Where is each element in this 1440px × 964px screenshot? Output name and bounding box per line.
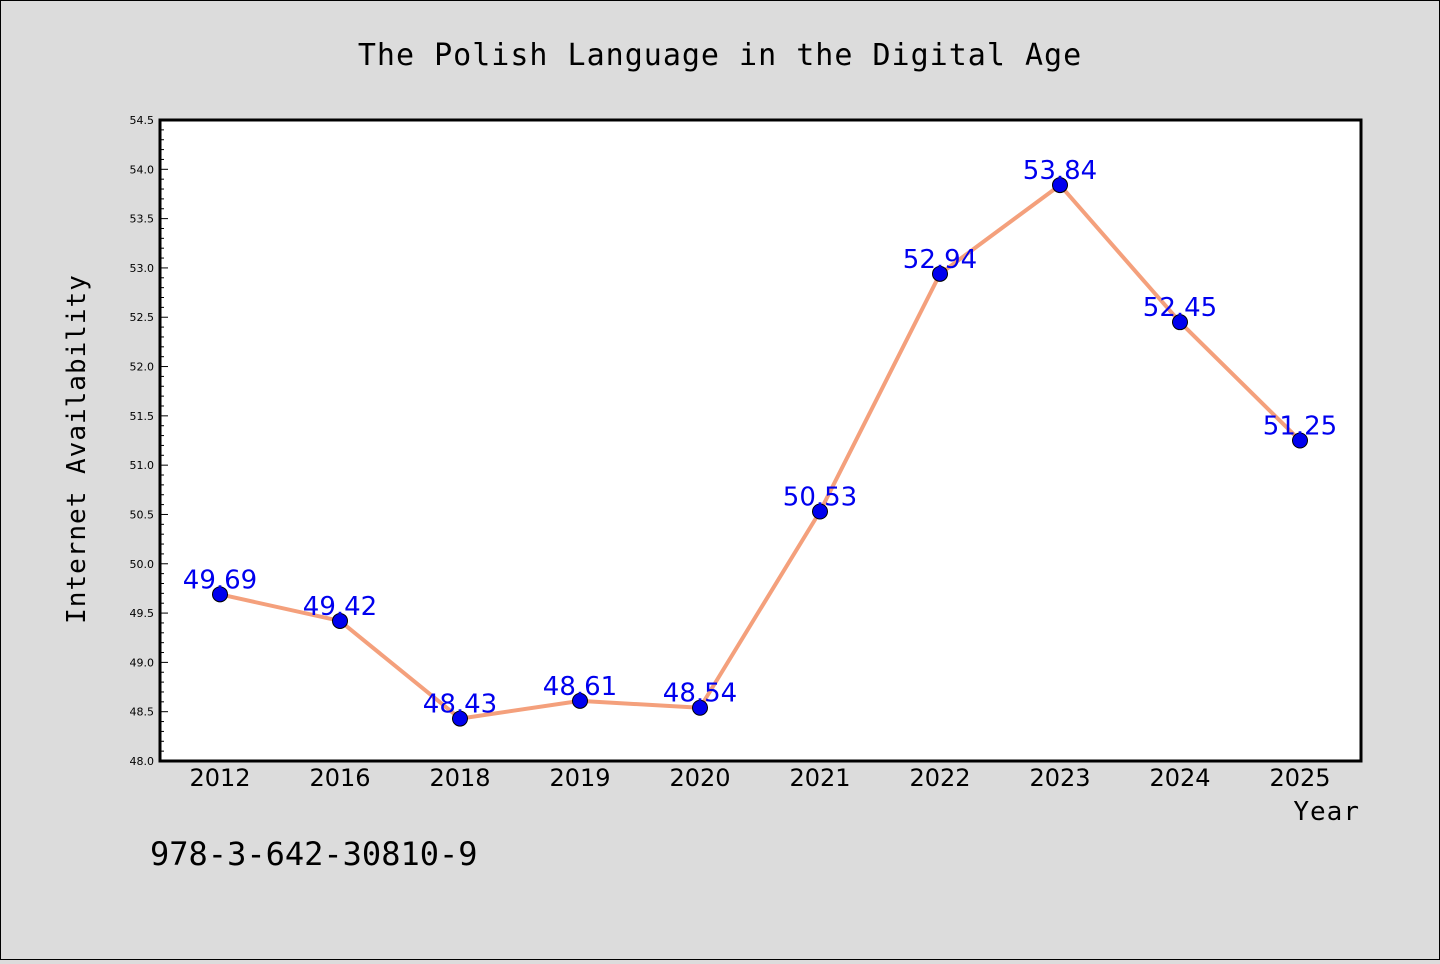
data-label: 48.61 (543, 672, 617, 702)
data-label: 53.84 (1023, 156, 1097, 186)
y-tick-label: 49.5 (130, 607, 155, 620)
data-label: 49.42 (303, 592, 377, 622)
data-label: 50.53 (783, 483, 857, 513)
data-point (332, 612, 348, 629)
data-point (932, 265, 948, 282)
x-tick-label: 2012 (189, 764, 250, 792)
x-tick-label: 2022 (909, 764, 970, 792)
data-point (572, 692, 588, 709)
y-tick-label: 51.5 (130, 410, 155, 423)
x-tick-label: 2025 (1269, 764, 1330, 792)
data-label: 51.25 (1263, 412, 1337, 442)
x-axis-label: Year (1293, 797, 1360, 827)
data-point (1052, 177, 1068, 194)
x-tick-label: 2019 (549, 764, 610, 792)
y-axis-ticks (160, 119, 168, 762)
data-point (212, 586, 228, 603)
data-label: 52.45 (1143, 293, 1217, 323)
x-tick-label: 2021 (789, 764, 850, 792)
y-tick-label: 48.5 (130, 706, 155, 719)
series-line (218, 183, 1302, 721)
y-tick-label: 50.0 (130, 558, 155, 571)
data-point (692, 699, 708, 716)
isbn-text: 978-3-642-30810-9 (150, 835, 478, 873)
x-tick-label: 2020 (669, 764, 730, 792)
y-tick-label: 50.5 (130, 508, 155, 521)
x-tick-label: 2024 (1149, 764, 1210, 792)
data-label: 49.69 (183, 565, 257, 595)
x-tick-label: 2018 (429, 764, 490, 792)
chart-title: The Polish Language in the Digital Age (358, 38, 1082, 73)
y-tick-label: 54.0 (130, 163, 155, 176)
y-axis-label: Internet Availability (62, 274, 92, 624)
y-tick-label: 49.0 (130, 656, 155, 669)
data-point (452, 710, 468, 727)
data-label: 52.94 (903, 245, 977, 275)
data-label: 48.54 (663, 679, 737, 709)
y-tick-label: 54.5 (130, 114, 155, 127)
data-label: 48.43 (423, 690, 497, 720)
x-tick-label: 2023 (1029, 764, 1090, 792)
y-tick-label: 52.0 (130, 361, 155, 374)
y-tick-label: 51.0 (130, 459, 155, 472)
x-tick-label: 2016 (309, 764, 370, 792)
series-group: 49.69 49.42 48.43 48.61 48.54 50.53 52.94 53.84… (183, 156, 1337, 727)
plot-area (158, 118, 1363, 763)
data-point (812, 503, 828, 520)
data-point (1292, 432, 1308, 449)
x-axis-tick-labels: 2012 2016 2018 2019 2020 2021 2022 2023 2024 2025 (189, 764, 1330, 792)
y-axis-tick-labels: 48.0 48.5 49.0 49.5 50.0 50.5 51.0 51.5 52.0 52.5… (130, 114, 155, 768)
y-tick-label: 53.0 (130, 262, 155, 275)
y-tick-label: 52.5 (130, 311, 155, 324)
y-tick-label: 48.0 (130, 755, 155, 768)
y-tick-label: 53.5 (130, 213, 155, 226)
data-point (1172, 314, 1188, 331)
